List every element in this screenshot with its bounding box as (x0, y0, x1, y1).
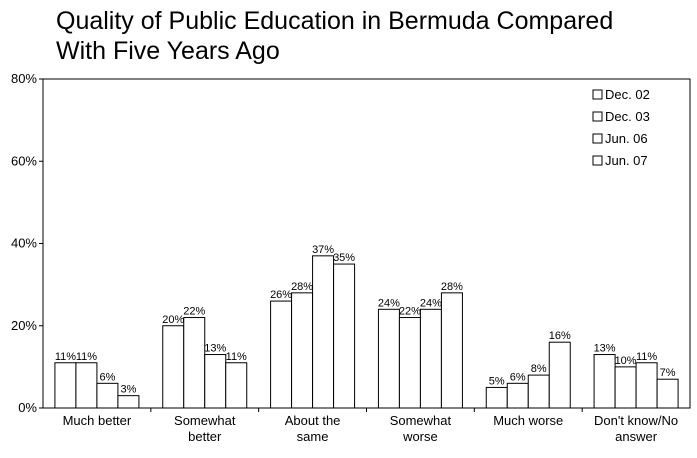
bar (440, 292, 463, 409)
bar (548, 341, 571, 409)
plot-area-border (42, 78, 691, 409)
x-category-label: Much better (63, 413, 132, 428)
bar (204, 354, 227, 409)
data-label: 11% (226, 351, 247, 363)
data-label: 11% (55, 351, 76, 363)
bar (593, 354, 616, 409)
bar (656, 378, 679, 409)
x-category-label: Don't know/No answer (594, 413, 678, 444)
data-label: 16% (549, 330, 571, 342)
bar (635, 362, 658, 409)
bar (377, 308, 400, 409)
data-label: 11% (76, 351, 97, 363)
data-label: 7% (660, 367, 676, 379)
y-tick-label: 60% (11, 153, 37, 168)
bar (270, 300, 293, 409)
data-label: 35% (333, 252, 355, 264)
data-label: 3% (120, 384, 136, 396)
legend-swatch (592, 111, 603, 122)
data-label: 5% (489, 375, 505, 387)
bar (183, 317, 206, 409)
data-label: 13% (594, 343, 616, 355)
legend-swatch (592, 89, 603, 100)
data-label: 28% (441, 281, 463, 293)
y-tick-label: 40% (11, 236, 37, 251)
y-tick-label: 20% (11, 318, 37, 333)
data-label: 26% (270, 289, 292, 301)
bar (54, 362, 77, 409)
chart-title-line-1: Quality of Public Education in Bermuda C… (56, 7, 614, 35)
y-tick-label: 0% (18, 400, 37, 415)
chart-title-line-2: With Five Years Ago (56, 37, 280, 65)
legend-swatch (592, 155, 603, 166)
data-label: 24% (378, 297, 400, 309)
bar (162, 325, 185, 409)
x-category-label: Somewhat worse (390, 413, 452, 444)
chart-title: Quality of Public Education in Bermuda C… (56, 6, 696, 66)
data-label: 10% (615, 355, 637, 367)
x-category-label: About the same (285, 413, 341, 444)
data-label: 22% (399, 306, 421, 318)
bar (225, 362, 248, 409)
bar (75, 362, 98, 409)
bar (485, 386, 508, 409)
data-label: 6% (99, 371, 115, 383)
data-label: 28% (291, 281, 313, 293)
bar (291, 292, 314, 409)
x-category-label: Somewhat better (174, 413, 236, 444)
bar (96, 382, 119, 409)
bar (527, 374, 550, 409)
legend-swatch (592, 133, 603, 144)
y-tick-label: 80% (11, 71, 37, 86)
bar (419, 308, 442, 409)
legend-label: Jun. 07 (605, 153, 648, 168)
data-label: 37% (312, 244, 334, 256)
legend-label: Dec. 03 (605, 109, 650, 124)
data-label: 22% (183, 306, 205, 318)
bar (398, 317, 421, 409)
data-label: 24% (420, 297, 442, 309)
legend-label: Jun. 06 (605, 131, 648, 146)
data-label: 8% (531, 363, 547, 375)
bar (312, 255, 335, 409)
data-label: 20% (162, 314, 184, 326)
x-category-label: Much worse (493, 413, 563, 428)
bar (333, 263, 356, 409)
bar (614, 366, 637, 409)
data-label: 11% (636, 351, 657, 363)
legend-label: Dec. 02 (605, 87, 650, 102)
bar (117, 395, 140, 409)
bar (506, 382, 529, 409)
data-label: 6% (510, 371, 526, 383)
data-label: 13% (204, 343, 226, 355)
